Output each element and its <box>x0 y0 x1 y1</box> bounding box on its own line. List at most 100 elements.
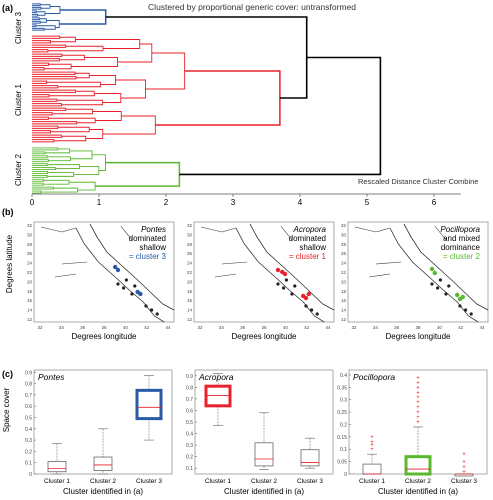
box-1: Cluster 1 <box>44 443 70 485</box>
cluster-site <box>429 266 435 272</box>
cluster-3-label: Cluster 3 <box>14 11 23 44</box>
dendrogram-branch <box>32 147 59 151</box>
box-category-label: Cluster 1 <box>359 478 385 485</box>
dendrogram-branch <box>47 156 71 162</box>
cluster-site <box>113 264 118 270</box>
reef-site <box>293 284 297 288</box>
dendrogram-branch <box>117 43 153 63</box>
dendrogram-branch <box>32 112 53 116</box>
panel-b-label: (b) <box>2 207 14 217</box>
dendrogram-branch <box>47 172 75 177</box>
dendrogram-branch <box>32 171 48 174</box>
box-2: ++++++++++Cluster 2 <box>404 375 432 485</box>
box-outlier: + <box>416 405 420 411</box>
dendrogram-branch <box>36 11 46 16</box>
box-ytick-label: 0.3 <box>186 443 193 449</box>
dendrogram-branch <box>32 94 50 98</box>
dendrogram-branch <box>32 155 48 159</box>
box-ytick-label: 0.2 <box>25 449 32 455</box>
box-iqr <box>300 449 320 467</box>
dendrogram-branch <box>92 111 122 121</box>
map-caption-line: and mixed <box>443 234 480 243</box>
dendrogram-axis-caption: Rescaled Distance Cluster Combine <box>358 177 478 186</box>
map-ytick-label: 14 <box>187 308 193 313</box>
box-ytick-label: 0.2 <box>186 455 193 461</box>
border-lines <box>200 225 293 278</box>
box-xlabel: Cluster identified in (a) <box>63 487 143 496</box>
dendrogram-branch <box>69 150 93 160</box>
reef-site <box>144 304 148 308</box>
maps-row: 32 30 28 26 24 22 20 18 16 14 12 32 34 36 38 40 42 44 Pont… <box>27 221 489 341</box>
map-ytick-label: 24 <box>341 261 347 266</box>
map-ytick-label: 18 <box>341 289 347 294</box>
box-ytick-label: 0.8 <box>186 385 193 391</box>
box-outlier: + <box>462 460 466 466</box>
dendrogram-branch <box>32 89 77 93</box>
box-xlabel: Cluster identified in (a) <box>378 487 458 496</box>
dendrogram-branch <box>32 6 42 10</box>
dendrogram-branch <box>32 85 59 89</box>
map-xtick-label: 34 <box>373 325 379 330</box>
map-caption-line: dominated <box>289 234 326 243</box>
dendrogram-branch <box>32 121 78 125</box>
dendrogram-branch <box>32 49 49 53</box>
box-ytick-label: 0.4 <box>25 427 32 433</box>
box-2: Cluster 2 <box>90 428 116 485</box>
map-xlabel: Degrees longitude <box>232 332 297 341</box>
map-ytick-label: 20 <box>341 279 347 284</box>
map-xtick-label: 44 <box>479 325 485 330</box>
reef-site <box>116 282 120 286</box>
map-ytick-label: 30 <box>187 232 193 237</box>
map-xtick-label: 32 <box>351 325 357 330</box>
cluster-site <box>275 267 281 273</box>
box-title: Pocillopora <box>353 372 395 382</box>
map-xtick-label: 44 <box>325 325 331 330</box>
dendrogram-branch <box>32 98 58 102</box>
dendrogram-branch <box>32 58 60 62</box>
dendrogram-branch <box>32 190 42 194</box>
map-ytick-label: 26 <box>341 251 347 256</box>
dendrogram-branch <box>32 27 45 31</box>
box-category-label: Cluster 3 <box>297 478 323 485</box>
cluster-1-label: Cluster 1 <box>14 83 23 116</box>
border-lines <box>354 225 447 278</box>
dendrogram-branch <box>32 17 41 21</box>
dendrogram-branch <box>32 10 37 14</box>
coastline-west <box>235 227 325 323</box>
map-xtick-label: 32 <box>197 325 203 330</box>
dendrogram-branch <box>32 107 67 111</box>
dendrogram-branch <box>43 179 70 185</box>
box-outlier: + <box>416 410 420 416</box>
dendrogram-branch <box>32 44 67 48</box>
box-ytick-label: 0.5 <box>25 415 32 421</box>
box-outlier: + <box>416 390 420 396</box>
dendrogram <box>32 3 382 194</box>
box-xlabel: Cluster identified in (a) <box>224 487 304 496</box>
dendrogram-branch <box>32 20 41 24</box>
map-ylabel: Degrees latitude <box>5 234 14 293</box>
map-xlabel: Degrees longitude <box>386 332 451 341</box>
box-ytick-label: 0.3 <box>25 438 32 444</box>
box-category-label: Cluster 3 <box>136 478 162 485</box>
box-category-label: Cluster 3 <box>451 478 477 485</box>
map-xtick-label: 36 <box>240 325 246 330</box>
map-xtick-label: 42 <box>458 325 464 330</box>
dendrogram-tick-label: 1 <box>97 198 102 207</box>
map-cluster-text: = cluster 3 <box>129 252 167 261</box>
cluster-site <box>306 291 311 297</box>
dendrogram-branch <box>102 115 156 135</box>
box-ytick-label: 0.6 <box>25 404 32 410</box>
cluster-3-tree <box>32 3 107 31</box>
reef-site <box>438 278 442 282</box>
dendrogram-branch <box>95 161 181 187</box>
reef-site <box>436 286 440 290</box>
map-xtick-label: 40 <box>283 325 289 330</box>
map-cluster-text: = cluster 2 <box>443 252 481 261</box>
dendrogram-branch <box>89 75 116 85</box>
dendrogram-tick-label: 0 <box>30 198 35 207</box>
dendrogram-branch <box>44 63 72 70</box>
root-branch <box>179 56 382 176</box>
map-genus: Acropora <box>293 225 327 234</box>
map-xtick-label: 38 <box>101 325 107 330</box>
box-outlier: + <box>462 465 466 471</box>
